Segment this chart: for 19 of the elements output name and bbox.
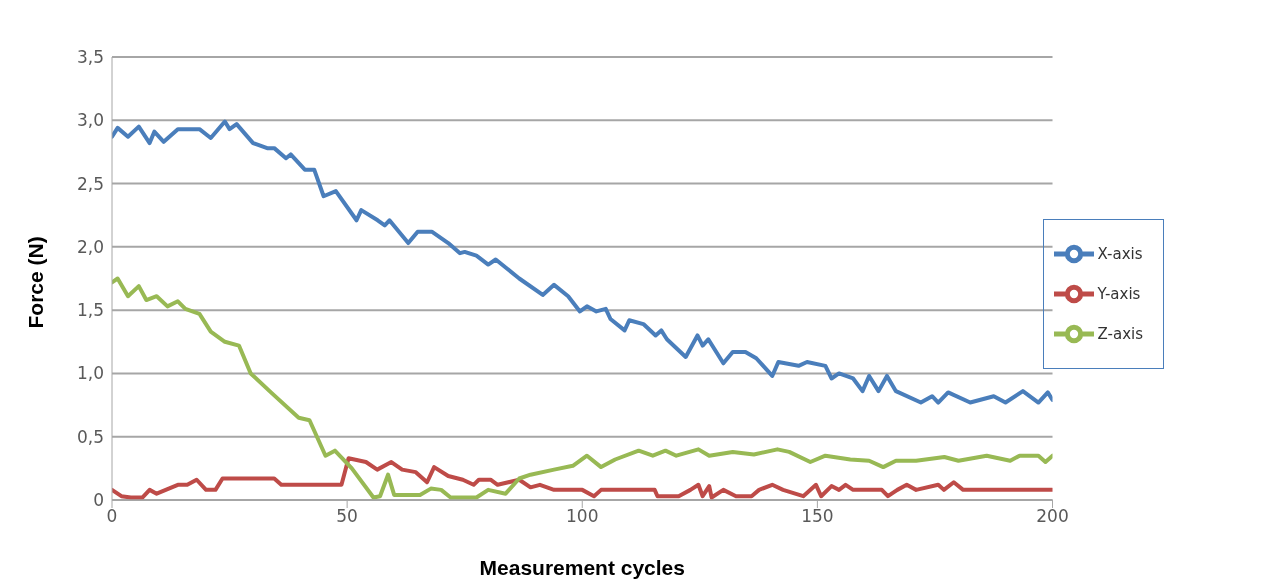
y-tick-label: 0,5 (76, 426, 104, 447)
y-tick-label: 1,5 (76, 300, 104, 321)
y-tick-label: 3,0 (76, 110, 104, 131)
y-tick-label: 0 (93, 490, 104, 511)
legend-label: Y-axis (1097, 284, 1141, 302)
x-tick-label: 200 (1036, 506, 1069, 527)
y-tick-label: 2,5 (76, 173, 104, 194)
y-axis-title: Force (N) (24, 236, 48, 329)
y-tick-label: 3,5 (76, 47, 104, 68)
y-tick-label: 1,0 (76, 363, 104, 384)
x-tick-label: 150 (801, 506, 834, 527)
x-tick-label: 50 (336, 506, 358, 527)
line-series (112, 119, 1053, 405)
x-axis-title: Measurement cycles (479, 556, 685, 579)
legend-label: Z-axis (1097, 324, 1143, 342)
x-tick-label: 100 (566, 506, 599, 527)
y-tick-label: 2,0 (76, 236, 104, 257)
legend-label: X-axis (1097, 244, 1143, 262)
x-tick-label: 0 (106, 506, 118, 527)
